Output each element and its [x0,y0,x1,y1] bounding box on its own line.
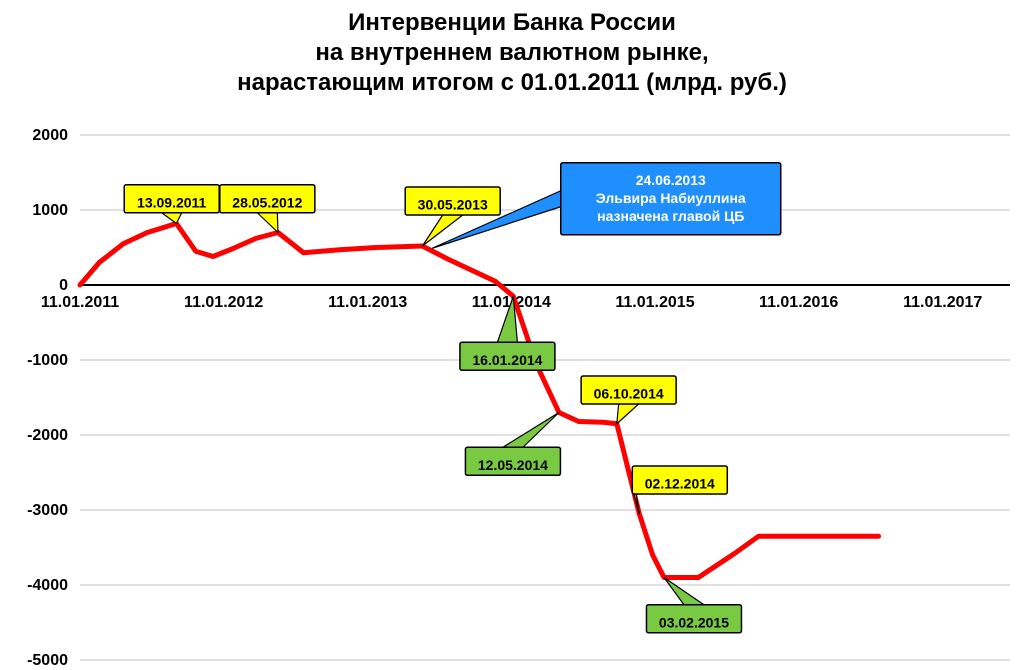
svg-text:24.06.2013: 24.06.2013 [636,172,706,188]
svg-text:11.01.2015: 11.01.2015 [615,294,694,311]
svg-text:30.05.2013: 30.05.2013 [418,197,488,213]
svg-text:-2000: -2000 [27,427,68,444]
svg-text:-3000: -3000 [27,502,68,519]
svg-text:06.10.2014: 06.10.2014 [594,386,664,402]
svg-text:-4000: -4000 [27,577,68,594]
svg-text:11.01.2012: 11.01.2012 [184,294,263,311]
svg-text:-5000: -5000 [27,652,68,669]
svg-text:назначена главой ЦБ: назначена главой ЦБ [597,208,744,224]
svg-text:Эльвира Набиуллина: Эльвира Набиуллина [596,190,746,206]
chart-title: Интервенции Банка Россиина внутреннем ва… [0,8,1024,98]
svg-text:02.12.2014: 02.12.2014 [645,476,715,492]
svg-text:11.01.2011: 11.01.2011 [41,294,119,311]
svg-text:-1000: -1000 [27,352,68,369]
svg-text:16.01.2014: 16.01.2014 [472,352,542,368]
svg-text:11.01.2013: 11.01.2013 [328,294,407,311]
svg-text:11.01.2016: 11.01.2016 [759,294,838,311]
svg-text:03.02.2015: 03.02.2015 [659,614,729,630]
chart-svg: -5000 -4000 -3000 -2000 -1000 0 1000 2000 11.01.… [0,0,1024,670]
svg-text:28.05.2012: 28.05.2012 [232,194,302,210]
svg-text:2000: 2000 [32,127,68,144]
svg-text:13.09.2011: 13.09.2011 [137,194,207,210]
svg-text:12.05.2014: 12.05.2014 [478,457,548,473]
svg-text:1000: 1000 [32,202,68,219]
svg-text:11.01.2017: 11.01.2017 [903,294,982,311]
svg-text:0: 0 [59,277,68,294]
chart-container: Интервенции Банка Россиина внутреннем ва… [0,0,1024,670]
